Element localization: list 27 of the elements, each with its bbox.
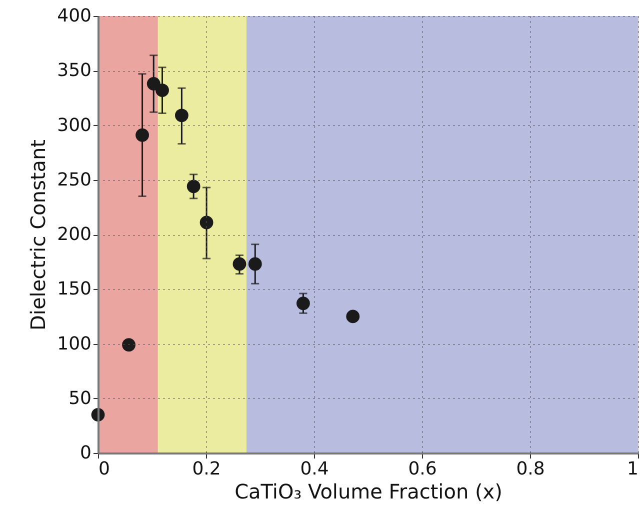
x-tick-label: 1 xyxy=(627,458,638,480)
y-tick-label: 50 xyxy=(68,388,92,409)
y-tick-label: 300 xyxy=(57,114,92,136)
x-tick-label: 0.8 xyxy=(516,458,545,480)
x-axis-title: CaTiO₃ Volume Fraction (x) xyxy=(234,480,502,504)
y-tick-label: 150 xyxy=(57,278,92,300)
x-tick-label: 0.4 xyxy=(300,458,329,480)
y-axis-title: Dielectric Constant xyxy=(26,139,50,331)
point xyxy=(296,296,310,310)
point xyxy=(174,108,188,122)
y-tick-label: 250 xyxy=(57,169,92,190)
point xyxy=(186,180,200,194)
x-tick-label: 0.2 xyxy=(192,458,221,480)
y-tick-label: 200 xyxy=(57,224,92,245)
point xyxy=(232,257,246,271)
x-tick-label: 0.6 xyxy=(408,458,437,480)
point xyxy=(122,338,136,352)
y-tick-label: 400 xyxy=(57,6,92,26)
point xyxy=(200,216,214,230)
point xyxy=(156,84,169,97)
point xyxy=(346,310,360,324)
y-tick-label: 100 xyxy=(57,333,92,354)
point xyxy=(248,257,262,271)
y-tick-label: 0 xyxy=(80,442,92,464)
x-tick-label: 0 xyxy=(98,458,110,480)
y-tick-label: 350 xyxy=(57,60,92,82)
point xyxy=(136,128,149,142)
